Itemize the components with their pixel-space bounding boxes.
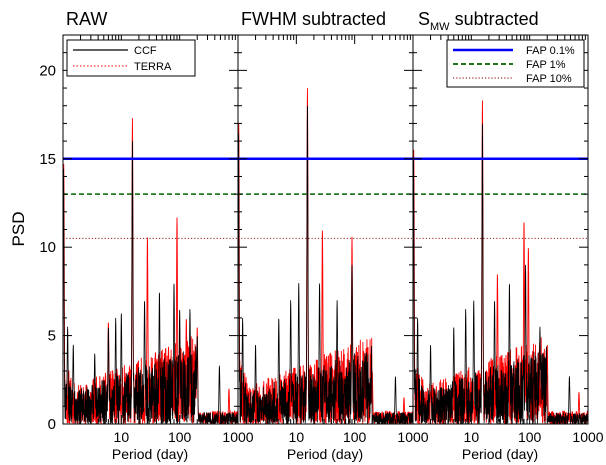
- series-terra-line: [413, 100, 588, 424]
- panel-smw-subtracted: 10 100 1000: [412, 34, 604, 445]
- x-tick-label: 1000: [572, 429, 603, 445]
- panel-title-smw: SMW subtracted: [418, 9, 539, 33]
- series-ccf-line: [238, 105, 413, 424]
- x-tick-label: 1000: [222, 429, 253, 445]
- y-axis-label: PSD: [9, 212, 28, 247]
- legend-fap10-label: FAP 10%: [526, 73, 572, 85]
- legend-ccf-label: CCF: [134, 45, 157, 57]
- legend-terra-label: TERRA: [134, 61, 172, 73]
- x-axis-label-panel-2: Period (day): [287, 446, 363, 462]
- panel-frame: [62, 34, 239, 425]
- panel-raw: 10 100 1000 0 5 10 15 20: [39, 34, 254, 445]
- x-axis-label-panel-1: Period (day): [112, 446, 188, 462]
- series-ccf-line: [63, 141, 238, 424]
- legend-fap01-label: FAP 0.1%: [526, 45, 575, 57]
- legend-fap: FAP 0.1% FAP 1% FAP 10%: [446, 39, 585, 88]
- x-tick-label: 10: [464, 429, 480, 445]
- panel-0-data: [63, 118, 238, 424]
- panel-title-smw-main: S: [418, 9, 430, 29]
- y-tick-label: 5: [48, 328, 56, 345]
- series-ccf-line: [413, 123, 588, 424]
- x-tick-label: 1000: [397, 429, 428, 445]
- panel-2-data: [413, 100, 588, 424]
- y-tick-label: 15: [39, 151, 56, 168]
- x-tick-label: 10: [289, 429, 305, 445]
- x-tick-label: 100: [343, 429, 367, 445]
- y-tick-label: 0: [48, 416, 56, 433]
- x-tick-label: 10: [114, 429, 130, 445]
- x-axis-label-panel-3: Period (day): [462, 446, 538, 462]
- x-tick-label: 100: [168, 429, 192, 445]
- panel-title-smw-suffix: subtracted: [450, 9, 539, 29]
- x-tick-label: 100: [518, 429, 542, 445]
- legend-series: CCF TERRA: [66, 39, 196, 77]
- legend-series-box: [66, 39, 196, 77]
- panel-title-raw: RAW: [66, 9, 107, 29]
- y-tick-label: 20: [39, 62, 56, 79]
- legend-fap1-label: FAP 1%: [526, 59, 566, 71]
- panel-title-fwhm: FWHM subtracted: [241, 9, 386, 29]
- panel-1-data: [238, 88, 413, 424]
- panel-fwhm-subtracted: 10 100 1000: [237, 34, 429, 445]
- panel-title-smw-subscript: MW: [430, 21, 450, 33]
- y-tick-label: 10: [39, 239, 56, 256]
